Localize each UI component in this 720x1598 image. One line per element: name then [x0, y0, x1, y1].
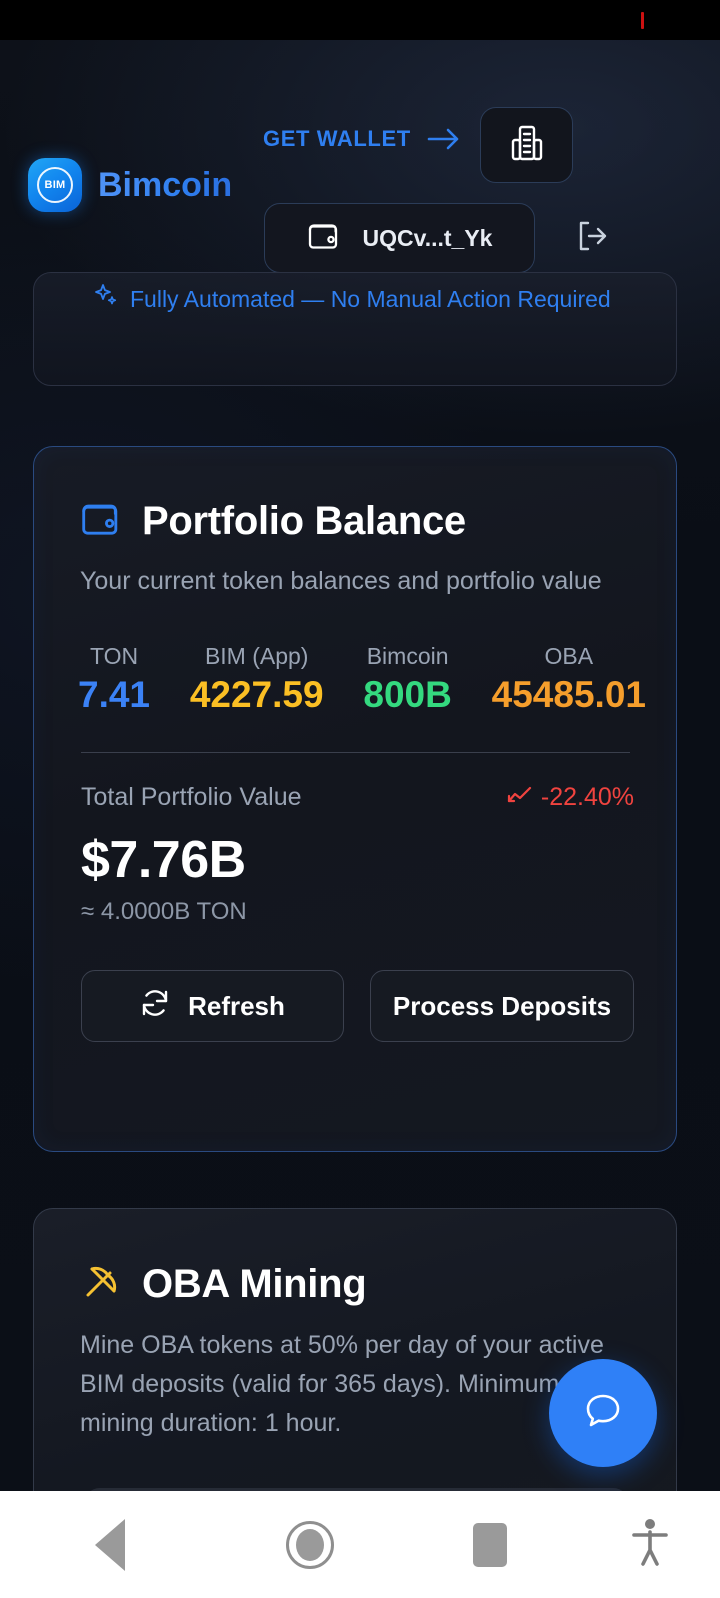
- total-value-label: Total Portfolio Value: [81, 783, 302, 812]
- wallet-address-label: UQCv...t_Yk: [362, 224, 493, 251]
- nav-back-button[interactable]: [0, 1518, 220, 1571]
- accessibility-icon: [630, 1516, 670, 1573]
- automation-banner: Fully Automated — No Manual Action Requi…: [33, 272, 677, 386]
- total-portfolio-approx: ≈ 4.0000B TON: [81, 898, 247, 926]
- portfolio-card-header: Portfolio Balance: [34, 447, 676, 544]
- documents-button[interactable]: [480, 107, 573, 183]
- token-item: OBA 45485.01: [492, 643, 646, 717]
- nav-home-button[interactable]: [220, 1520, 400, 1569]
- portfolio-actions: Refresh Process Deposits: [34, 926, 676, 1043]
- wallet-icon: [80, 500, 122, 543]
- logout-icon: [575, 219, 609, 258]
- token-item: BIM (App) 4227.59: [190, 643, 324, 717]
- pickaxe-icon: [80, 1261, 122, 1308]
- token-value: 45485.01: [491, 673, 646, 715]
- portfolio-subtitle: Your current token balances and portfoli…: [80, 567, 602, 595]
- automation-banner-label: Fully Automated — No Manual Action Requi…: [130, 285, 611, 312]
- total-portfolio-value: $7.76B: [81, 831, 246, 890]
- mining-description: Mine OBA tokens at 50% per day of your a…: [80, 1331, 604, 1437]
- app-content: GET WALLET: [0, 40, 720, 1491]
- portfolio-change: -22.40%: [507, 783, 634, 812]
- logout-button[interactable]: [572, 218, 612, 258]
- mining-card-header: OBA Mining: [34, 1209, 676, 1308]
- nav-accessibility-button[interactable]: [580, 1516, 720, 1573]
- chat-support-button[interactable]: [549, 1359, 657, 1467]
- mining-stats-panel: Active BIM Balance: [84, 1488, 629, 1491]
- refresh-button[interactable]: Refresh: [81, 970, 344, 1043]
- token-name: BIM (App): [204, 642, 309, 669]
- oba-mining-card: OBA Mining Mine OBA tokens at 50% per da…: [33, 1208, 677, 1491]
- portfolio-change-value: -22.40%: [540, 783, 634, 812]
- arrow-right-icon: [427, 127, 461, 151]
- brand-name: Bimcoin: [98, 165, 233, 204]
- refresh-icon: [140, 988, 170, 1025]
- back-triangle-icon: [95, 1518, 125, 1571]
- recent-square-icon: [473, 1522, 507, 1567]
- automation-banner-content: Fully Automated — No Manual Action Requi…: [94, 283, 611, 315]
- trend-down-icon: [507, 783, 533, 812]
- token-item: TON 7.41: [78, 643, 150, 717]
- app-header: GET WALLET: [0, 40, 720, 273]
- logo-text: BIM: [44, 179, 66, 191]
- portfolio-title: Portfolio Balance: [142, 499, 466, 543]
- status-bar: [0, 0, 720, 40]
- wallet-icon: [307, 221, 341, 256]
- get-wallet-label: GET WALLET: [263, 126, 411, 151]
- token-name: OBA: [544, 642, 594, 669]
- wallet-address-button[interactable]: UQCv...t_Yk: [264, 203, 535, 273]
- portfolio-balance-card: Portfolio Balance Your current token bal…: [33, 446, 677, 1152]
- token-item: Bimcoin 800B: [363, 643, 451, 717]
- building-icon: [510, 124, 544, 167]
- process-deposits-label: Process Deposits: [392, 990, 612, 1021]
- token-value: 7.41: [78, 673, 151, 715]
- refresh-button-label: Refresh: [188, 990, 285, 1021]
- chat-bubble-icon: [580, 1388, 626, 1439]
- get-wallet-link[interactable]: GET WALLET: [263, 126, 461, 152]
- sparkles-icon: [94, 283, 118, 315]
- token-name: Bimcoin: [366, 642, 449, 669]
- android-navigation-bar: [0, 1491, 720, 1598]
- token-name: TON: [89, 642, 139, 669]
- process-deposits-button[interactable]: Process Deposits: [370, 970, 634, 1043]
- token-value: 4227.59: [189, 673, 324, 715]
- recording-indicator-icon: [641, 12, 644, 29]
- nav-recents-button[interactable]: [400, 1522, 580, 1567]
- mining-title: OBA Mining: [142, 1262, 367, 1306]
- total-value-row: Total Portfolio Value -22.40%: [34, 753, 676, 812]
- token-value: 800B: [363, 673, 452, 715]
- home-circle-icon: [286, 1520, 334, 1569]
- divider: [81, 752, 630, 754]
- bimcoin-logo-icon: BIM: [28, 158, 82, 212]
- token-balances-list: TON 7.41 BIM (App) 4227.59 Bimcoin 800B …: [34, 601, 676, 717]
- brand[interactable]: BIM Bimcoin: [28, 158, 232, 212]
